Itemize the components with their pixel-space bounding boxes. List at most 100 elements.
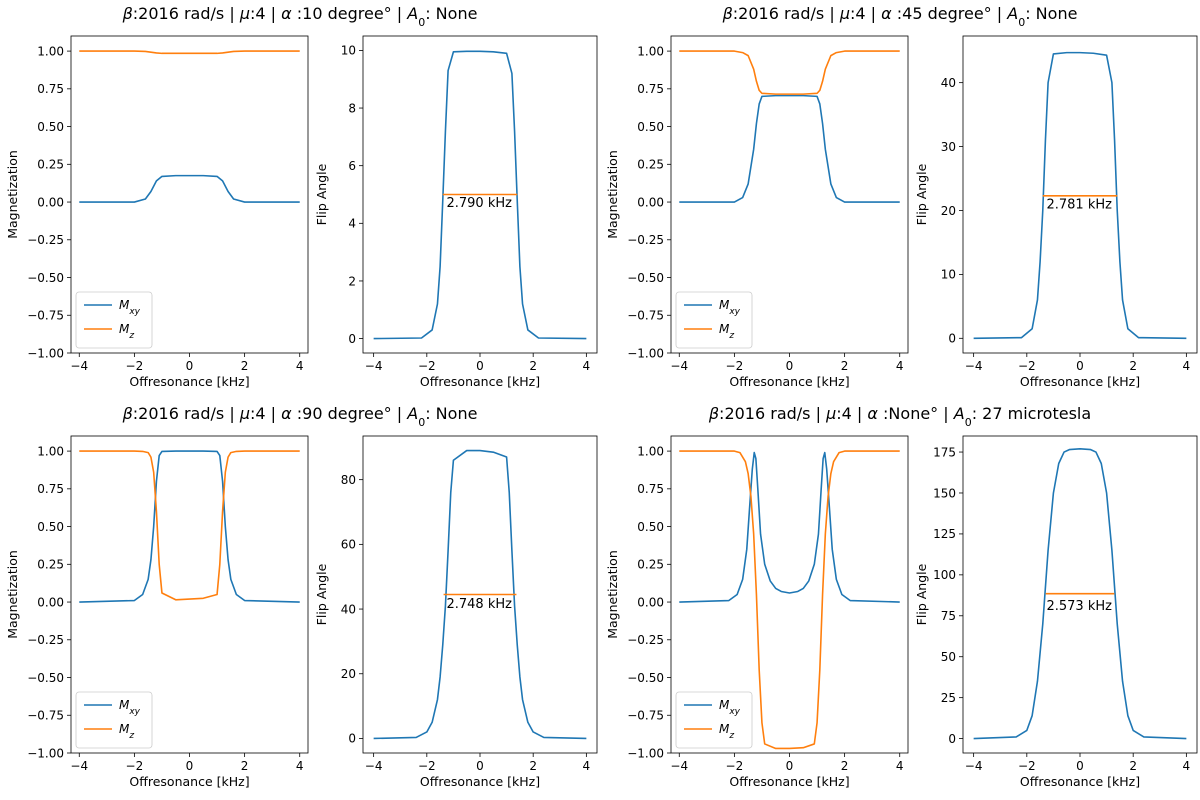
legend: Mxy Mz [75, 691, 153, 749]
title-a-text: : None [425, 404, 477, 423]
x-tick-label: 4 [583, 359, 591, 373]
x-tick-label: 2 [241, 759, 249, 773]
legend-label-mxy: Mxy [119, 698, 141, 717]
series-line-mz [679, 450, 900, 750]
title-a-subscript: 0 [1018, 16, 1025, 29]
x-tick-label: −2 [1018, 759, 1036, 773]
x-tick-label: −4 [670, 359, 688, 373]
y-tick-label: −0.25 [627, 633, 664, 647]
y-tick-label: 0 [948, 332, 956, 346]
legend-box [75, 691, 153, 749]
series-line-mxy [79, 174, 300, 203]
x-tick-label: 2 [841, 359, 849, 373]
title-beta-symbol: β [708, 404, 719, 423]
y-axis-label: Magnetization [5, 550, 20, 639]
y-tick-label: 1.00 [37, 44, 64, 58]
y-tick-label: 40 [341, 602, 356, 616]
legend-label-mz: Mz [719, 722, 734, 741]
legend-label-mxy: Mxy [119, 298, 141, 317]
title-alpha-text: :90 degree° | [292, 404, 408, 423]
y-tick-label: 30 [941, 140, 956, 154]
y-tick-label: −0.50 [627, 271, 664, 285]
title-beta-text: :2016 rad/s | [719, 404, 826, 423]
x-tick-label: −4 [70, 759, 88, 773]
series-group [373, 50, 587, 340]
x-axis-label: Offresonance [kHz] [420, 374, 540, 389]
y-tick-label: 0.50 [37, 520, 64, 534]
series-group [679, 50, 900, 203]
y-tick-label: 0.50 [37, 120, 64, 134]
panel-magnetization: −4 −2 0 2 4 −1.00 −0.75 −0.50 −0.25 0.00 0.25 0.50 0… [5, 35, 309, 389]
subplot-title: β:2016 rad/s | μ:4 | α :45 degree° | A0:… [722, 4, 1078, 29]
title-beta-text: :2016 rad/s | [133, 4, 240, 23]
title-a-symbol: A [406, 4, 418, 23]
title-beta-symbol: β [122, 4, 133, 23]
y-tick-label: 0.25 [637, 158, 664, 172]
y-tick-label: −0.25 [27, 633, 64, 647]
legend: Mxy Mz [675, 691, 753, 749]
subplot-title: β:2016 rad/s | μ:4 | α :90 degree° | A0:… [122, 404, 478, 429]
x-tick-label: −2 [418, 759, 436, 773]
y-tick-label: 1.00 [37, 444, 64, 458]
y-tick-label: −0.75 [627, 709, 664, 723]
y-tick-label: 0.75 [37, 82, 64, 96]
title-alpha-text: :None° | [878, 404, 954, 423]
y-tick-label: −1.00 [627, 346, 664, 360]
title-mu-text: :4 | [836, 404, 867, 423]
title-beta-text: :2016 rad/s | [733, 4, 840, 23]
panel-magnetization: −4 −2 0 2 4 −1.00 −0.75 −0.50 −0.25 0.00 0.25 0.50 0… [5, 435, 309, 789]
y-axis-label: Flip Angle [314, 163, 329, 225]
title-a-subscript: 0 [418, 416, 425, 429]
y-axis-label: Flip Angle [314, 563, 329, 625]
series-line-mxy [973, 447, 1187, 740]
legend-label-mz: Mz [119, 722, 134, 741]
x-tick-label: 4 [896, 759, 904, 773]
x-tick-label: −4 [670, 759, 688, 773]
title-beta-symbol: β [722, 4, 733, 23]
y-tick-label: −0.75 [27, 309, 64, 323]
y-tick-label: 10 [941, 268, 956, 282]
series-group [973, 447, 1187, 740]
title-mu-symbol: μ [839, 4, 850, 23]
x-tick-label: −2 [126, 359, 144, 373]
x-tick-label: 2 [841, 759, 849, 773]
x-axis-label: Offresonance [kHz] [729, 374, 849, 389]
legend: Mxy Mz [75, 291, 153, 349]
x-tick-label: −2 [418, 359, 436, 373]
series-group [679, 450, 900, 750]
title-mu-text: :4 | [250, 404, 281, 423]
x-tick-label: 4 [296, 759, 304, 773]
y-tick-label: 0.75 [37, 482, 64, 496]
y-tick-label: 125 [933, 527, 956, 541]
legend-label-mxy: Mxy [719, 698, 741, 717]
title-alpha-text: :45 degree° | [892, 4, 1008, 23]
y-tick-label: 60 [341, 538, 356, 552]
x-tick-label: −4 [965, 759, 983, 773]
series-line-mxy [973, 51, 1187, 340]
y-tick-label: 0.50 [637, 520, 664, 534]
x-axis-label: Offresonance [kHz] [420, 774, 540, 789]
y-tick-label: 10 [341, 44, 356, 58]
axes-frame [962, 435, 1198, 754]
title-beta-text: :2016 rad/s | [133, 404, 240, 423]
title-a-text: : None [425, 4, 477, 23]
y-tick-label: 0.00 [637, 195, 664, 209]
title-a-text: : None [1025, 4, 1077, 23]
y-tick-label: 0.50 [637, 120, 664, 134]
y-tick-label: 20 [941, 204, 956, 218]
y-tick-label: −0.25 [627, 233, 664, 247]
y-tick-label: 0 [348, 332, 356, 346]
x-tick-label: 0 [786, 359, 794, 373]
y-axis-label: Magnetization [605, 550, 620, 639]
series-group [79, 450, 300, 603]
y-tick-label: −0.75 [27, 709, 64, 723]
x-tick-label: 2 [1129, 759, 1137, 773]
y-tick-label: 80 [341, 473, 356, 487]
series-group [373, 449, 587, 740]
legend-box [675, 291, 753, 349]
series-line-mz [679, 50, 900, 95]
y-tick-label: 150 [933, 486, 956, 500]
y-axis-label: Magnetization [605, 150, 620, 239]
